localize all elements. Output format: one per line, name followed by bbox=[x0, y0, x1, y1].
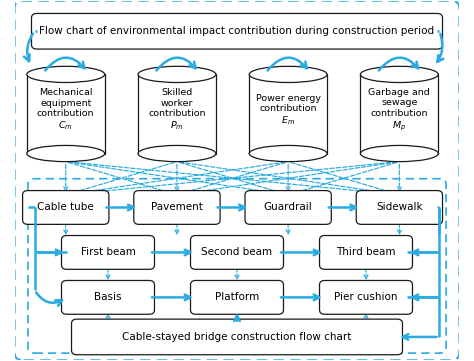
FancyBboxPatch shape bbox=[356, 191, 443, 225]
Ellipse shape bbox=[27, 145, 105, 162]
FancyBboxPatch shape bbox=[23, 191, 109, 225]
Text: Cable tube: Cable tube bbox=[37, 203, 94, 213]
FancyBboxPatch shape bbox=[191, 280, 283, 314]
FancyBboxPatch shape bbox=[134, 191, 220, 225]
Bar bbox=[27, 74, 105, 153]
Ellipse shape bbox=[138, 145, 216, 162]
FancyBboxPatch shape bbox=[319, 235, 412, 269]
Text: Platform: Platform bbox=[215, 292, 259, 303]
Text: Skilled
worker
contribution
$P_m$: Skilled worker contribution $P_m$ bbox=[148, 88, 206, 132]
FancyBboxPatch shape bbox=[191, 235, 283, 269]
FancyBboxPatch shape bbox=[245, 191, 331, 225]
Text: Power energy
contribution
$E_m$: Power energy contribution $E_m$ bbox=[255, 93, 320, 127]
Bar bbox=[360, 74, 438, 153]
Text: Flow chart of environmental impact contribution during construction period: Flow chart of environmental impact contr… bbox=[39, 26, 435, 36]
Bar bbox=[138, 74, 216, 153]
Ellipse shape bbox=[249, 66, 327, 83]
Ellipse shape bbox=[138, 66, 216, 83]
FancyBboxPatch shape bbox=[319, 280, 412, 314]
Text: Pavement: Pavement bbox=[151, 203, 203, 213]
Text: Garbage and
sewage
contribution
$M_p$: Garbage and sewage contribution $M_p$ bbox=[368, 88, 430, 133]
FancyBboxPatch shape bbox=[72, 319, 402, 355]
FancyBboxPatch shape bbox=[62, 280, 155, 314]
Ellipse shape bbox=[360, 145, 438, 162]
Text: Guardrail: Guardrail bbox=[264, 203, 312, 213]
FancyBboxPatch shape bbox=[31, 13, 443, 49]
Text: Sidewalk: Sidewalk bbox=[376, 203, 423, 213]
Text: Third beam: Third beam bbox=[336, 247, 396, 257]
Text: Mechanical
equipment
contribution
$C_m$: Mechanical equipment contribution $C_m$ bbox=[37, 88, 94, 132]
Ellipse shape bbox=[360, 66, 438, 83]
Ellipse shape bbox=[249, 145, 327, 162]
Ellipse shape bbox=[27, 66, 105, 83]
Text: Basis: Basis bbox=[94, 292, 122, 303]
Bar bbox=[249, 74, 327, 153]
Text: Pier cushion: Pier cushion bbox=[334, 292, 398, 303]
Text: First beam: First beam bbox=[81, 247, 136, 257]
Text: Second beam: Second beam bbox=[201, 247, 273, 257]
Text: Cable-stayed bridge construction flow chart: Cable-stayed bridge construction flow ch… bbox=[122, 332, 352, 342]
FancyBboxPatch shape bbox=[62, 235, 155, 269]
